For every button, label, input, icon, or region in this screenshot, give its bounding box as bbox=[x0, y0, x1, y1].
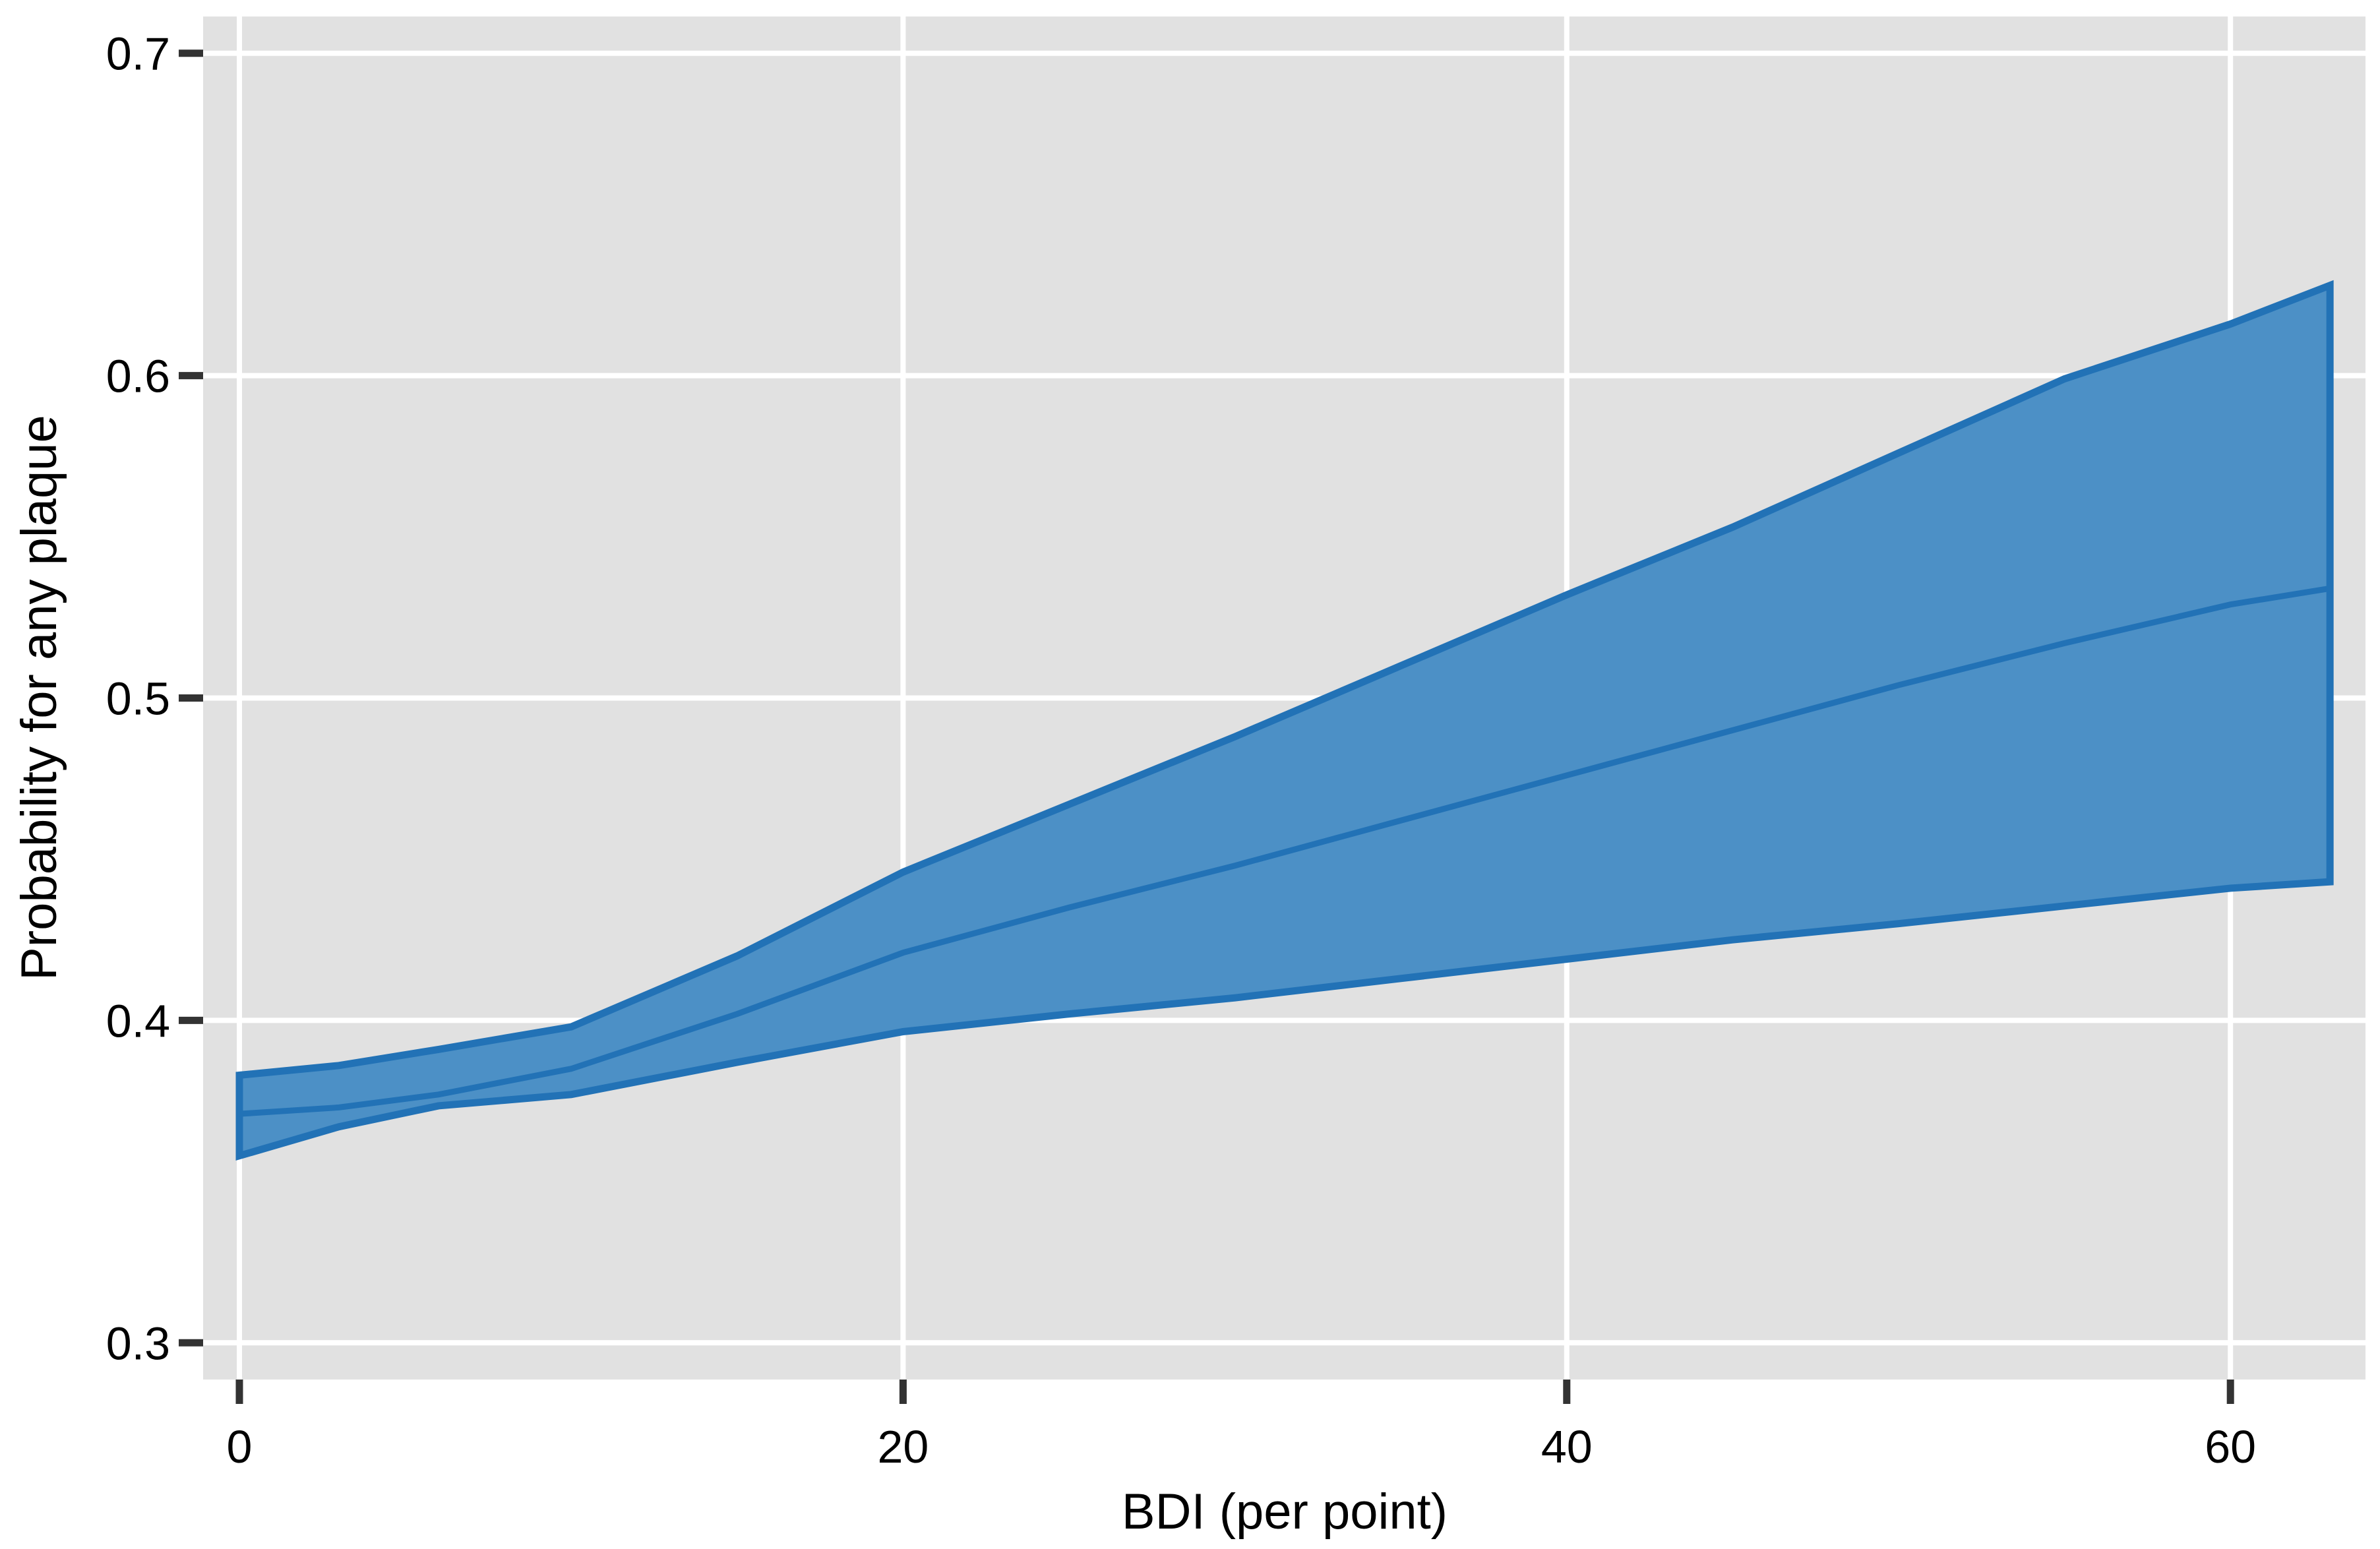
x-axis-title: BDI (per point) bbox=[1122, 1484, 1448, 1540]
series-layer bbox=[235, 280, 2334, 1161]
x-tick-label: 40 bbox=[1541, 1421, 1593, 1473]
y-tick-label: 0.6 bbox=[106, 351, 170, 402]
y-tick-label: 0.5 bbox=[106, 673, 170, 725]
x-tick-label: 60 bbox=[2205, 1421, 2256, 1473]
x-tick-label: 0 bbox=[227, 1421, 253, 1473]
axis-tick-labels: 0 20 40 60 0.3 0.4 0.5 0.6 0.7 bbox=[106, 28, 2256, 1473]
y-tick-label: 0.4 bbox=[106, 995, 170, 1047]
y-tick-label: 0.3 bbox=[106, 1318, 170, 1369]
fit-line bbox=[239, 585, 2331, 1117]
y-tick-label: 0.7 bbox=[106, 28, 170, 80]
axis-ticks bbox=[179, 49, 2234, 1404]
x-tick-label: 20 bbox=[877, 1421, 929, 1473]
y-axis-title: Probability for any plaque bbox=[11, 415, 67, 981]
confidence-band bbox=[235, 280, 2334, 1161]
